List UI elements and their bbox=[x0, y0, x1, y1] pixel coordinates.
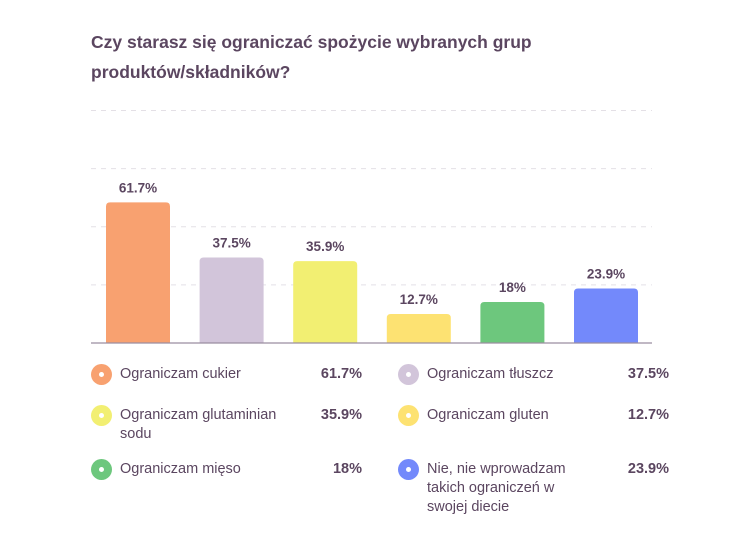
legend-dot-icon bbox=[91, 364, 112, 385]
bar bbox=[106, 202, 170, 343]
bar bbox=[293, 261, 358, 343]
legend-dot-icon bbox=[91, 405, 112, 426]
legend-value: 23.9% bbox=[627, 461, 669, 477]
data-label: 61.7% bbox=[119, 180, 157, 195]
data-label: 35.9% bbox=[306, 239, 344, 254]
bar bbox=[574, 288, 638, 343]
data-label: 18% bbox=[499, 280, 526, 295]
legend-label: Ograniczam gluten bbox=[427, 407, 549, 423]
data-label: 23.9% bbox=[587, 267, 625, 282]
bar bbox=[386, 314, 451, 343]
legend-value: 61.7% bbox=[320, 366, 362, 382]
data-label: 12.7% bbox=[400, 292, 438, 307]
legend-label: Ograniczam mięso bbox=[120, 461, 241, 477]
chart-title: Czy starasz się ograniczać spożycie wybr… bbox=[91, 32, 532, 82]
data-label: 37.5% bbox=[212, 236, 250, 251]
legend-dot-icon bbox=[398, 459, 419, 480]
legend-value: 12.7% bbox=[627, 407, 669, 423]
legend-dot-icon bbox=[398, 364, 419, 385]
bar bbox=[480, 301, 545, 343]
legend-label: Ograniczam cukier bbox=[120, 366, 241, 382]
legend-value: 18% bbox=[332, 461, 362, 477]
legend-label: Ograniczam glutaminian sodu bbox=[120, 407, 277, 442]
legend-value: 35.9% bbox=[320, 407, 362, 423]
legend-value: 37.5% bbox=[627, 366, 669, 382]
legend-dot-icon bbox=[398, 405, 419, 426]
bar bbox=[199, 257, 264, 343]
legend-label: Nie, nie wprowadzam takich ograniczeń w … bbox=[427, 461, 566, 515]
legend-dot-icon bbox=[91, 459, 112, 480]
legend-label: Ograniczam tłuszcz bbox=[427, 366, 554, 382]
